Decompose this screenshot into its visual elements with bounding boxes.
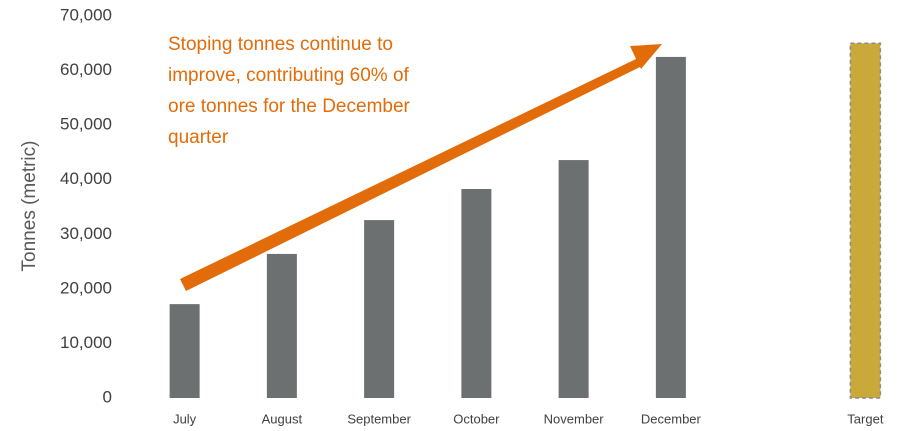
annotation: Stoping tonnes continue to improve, contr… — [168, 34, 411, 148]
x-tick-label: Target — [847, 411, 884, 426]
bar — [849, 42, 882, 399]
trend-arrow — [180, 44, 662, 291]
y-tick-label: 30,000 — [60, 224, 112, 243]
y-axis-label: Tonnes (metric) — [19, 141, 40, 272]
y-tick-label: 50,000 — [60, 115, 112, 134]
annotation-line: quarter — [168, 127, 229, 148]
y-tick-label: 40,000 — [60, 169, 112, 188]
bar — [558, 160, 589, 398]
annotation-line: ore tonnes for the December — [168, 96, 411, 117]
x-tick-label: November — [544, 411, 605, 426]
x-tick-label: August — [262, 411, 303, 426]
y-tick-label: 20,000 — [60, 278, 112, 297]
bar — [266, 253, 297, 398]
annotation-line: Stoping tonnes continue to — [168, 34, 393, 55]
bar — [364, 220, 395, 398]
y-tick-label: 60,000 — [60, 60, 112, 79]
y-tick-label: 70,000 — [60, 5, 112, 24]
y-tick-label: 10,000 — [60, 333, 112, 352]
bar — [169, 304, 200, 398]
x-tick-label: September — [347, 411, 411, 426]
annotation-line: improve, contributing 60% of — [168, 65, 410, 86]
x-tick-label: December — [641, 411, 702, 426]
bar — [655, 56, 686, 399]
bar — [461, 188, 492, 398]
x-tick-label: July — [173, 411, 197, 426]
x-tick-label: October — [453, 411, 500, 426]
y-tick-label: 0 — [103, 387, 112, 406]
